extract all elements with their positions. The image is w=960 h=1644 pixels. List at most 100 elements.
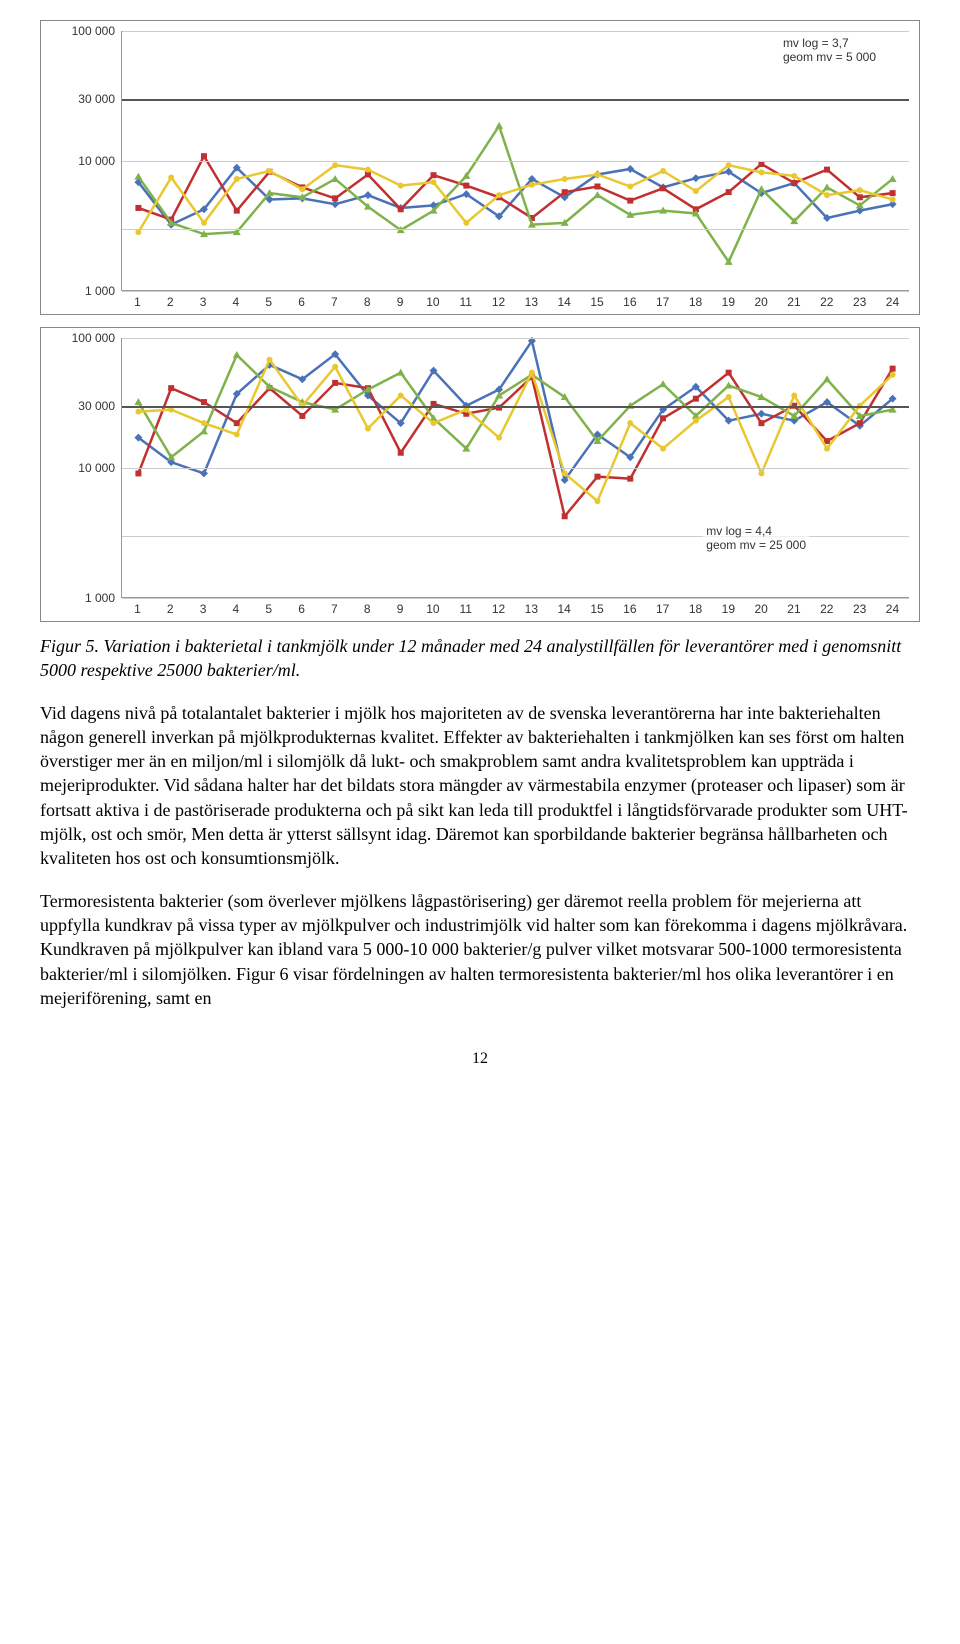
x-tick-label: 9 <box>384 295 417 309</box>
x-tick-label: 16 <box>613 295 646 309</box>
page-number: 12 <box>40 1050 920 1068</box>
x-tick-label: 6 <box>285 295 318 309</box>
series-marker <box>791 392 797 398</box>
series-marker <box>757 410 765 418</box>
threshold-line <box>122 99 909 101</box>
series-marker <box>660 185 666 191</box>
x-tick-label: 2 <box>154 295 187 309</box>
series-marker <box>562 470 568 476</box>
x-tick-label: 11 <box>449 602 482 616</box>
series-marker <box>758 169 764 175</box>
x-tick-label: 16 <box>613 602 646 616</box>
series-marker <box>562 176 568 182</box>
y-tick-label: 30 000 <box>78 399 115 413</box>
series-marker <box>890 196 896 202</box>
series-marker <box>234 431 240 437</box>
series-marker <box>890 366 896 372</box>
chart-1-y-axis: 100 00030 00010 0001 000 <box>51 31 121 291</box>
x-tick-label: 24 <box>876 295 909 309</box>
series-marker <box>201 420 207 426</box>
x-tick-label: 1 <box>121 295 154 309</box>
series-marker <box>365 426 371 432</box>
series-marker <box>726 189 732 195</box>
chart-1-plot-area: mv log = 3,7geom mv = 5 000 <box>121 31 909 291</box>
x-tick-label: 21 <box>778 602 811 616</box>
series-marker <box>693 188 699 194</box>
x-tick-label: 5 <box>252 295 285 309</box>
x-tick-label: 12 <box>482 295 515 309</box>
series-marker <box>660 415 666 421</box>
series-marker <box>757 185 765 192</box>
x-tick-label: 15 <box>581 295 614 309</box>
series-marker <box>823 183 831 190</box>
series-marker <box>791 173 797 179</box>
series-marker <box>364 191 372 199</box>
x-tick-label: 2 <box>154 602 187 616</box>
series-marker <box>331 175 339 182</box>
x-tick-label: 3 <box>187 295 220 309</box>
series-marker <box>234 176 240 182</box>
series-marker <box>397 369 405 376</box>
x-tick-label: 14 <box>548 602 581 616</box>
series-marker <box>693 418 699 424</box>
paragraph-1: Vid dagens nivå på totalantalet bakterie… <box>40 701 920 871</box>
series-marker <box>627 476 633 482</box>
series-marker <box>200 427 208 434</box>
x-tick-label: 23 <box>843 295 876 309</box>
threshold-line <box>122 406 909 408</box>
series-marker <box>857 194 863 200</box>
series-marker <box>594 474 600 480</box>
gridline <box>122 468 909 469</box>
x-tick-label: 10 <box>416 295 449 309</box>
series-marker <box>758 420 764 426</box>
series-marker <box>889 175 897 182</box>
x-tick-label: 6 <box>285 602 318 616</box>
chart-2-plot-area: mv log = 4,4geom mv = 25 000 <box>121 338 909 598</box>
x-tick-label: 1 <box>121 602 154 616</box>
series-marker <box>431 179 437 185</box>
series-marker <box>135 229 141 235</box>
series-marker <box>726 394 732 400</box>
series-marker <box>332 195 338 201</box>
y-tick-label: 1 000 <box>85 284 115 298</box>
series-marker <box>627 183 633 189</box>
y-tick-label: 10 000 <box>78 154 115 168</box>
x-tick-label: 22 <box>810 295 843 309</box>
series-marker <box>365 167 371 173</box>
series-marker <box>660 168 666 174</box>
series-marker <box>332 364 338 370</box>
series-marker <box>627 420 633 426</box>
series-marker <box>726 162 732 168</box>
series-marker <box>890 190 896 196</box>
series-marker <box>331 200 339 208</box>
gridline <box>122 31 909 32</box>
series-line <box>138 341 892 480</box>
series-marker <box>135 470 141 476</box>
series-marker <box>398 206 404 212</box>
x-tick-label: 7 <box>318 602 351 616</box>
series-marker <box>693 396 699 402</box>
x-tick-label: 18 <box>679 295 712 309</box>
series-marker <box>201 399 207 405</box>
x-tick-label: 12 <box>482 602 515 616</box>
x-tick-label: 17 <box>646 295 679 309</box>
series-marker <box>627 198 633 204</box>
series-marker <box>332 162 338 168</box>
x-tick-label: 20 <box>745 295 778 309</box>
x-tick-label: 19 <box>712 295 745 309</box>
chart-annotation: mv log = 3,7geom mv = 5 000 <box>780 35 879 65</box>
series-marker <box>299 413 305 419</box>
x-tick-label: 18 <box>679 602 712 616</box>
series-marker <box>134 173 142 180</box>
series-marker <box>562 189 568 195</box>
y-tick-label: 10 000 <box>78 461 115 475</box>
x-tick-label: 17 <box>646 602 679 616</box>
series-marker <box>496 435 502 441</box>
x-tick-label: 8 <box>351 295 384 309</box>
x-tick-label: 13 <box>515 295 548 309</box>
gridline <box>122 161 909 162</box>
series-marker <box>168 385 174 391</box>
series-marker <box>824 192 830 198</box>
y-tick-label: 100 000 <box>72 24 115 38</box>
paragraph-2: Termoresistenta bakterier (som överlever… <box>40 889 920 1010</box>
